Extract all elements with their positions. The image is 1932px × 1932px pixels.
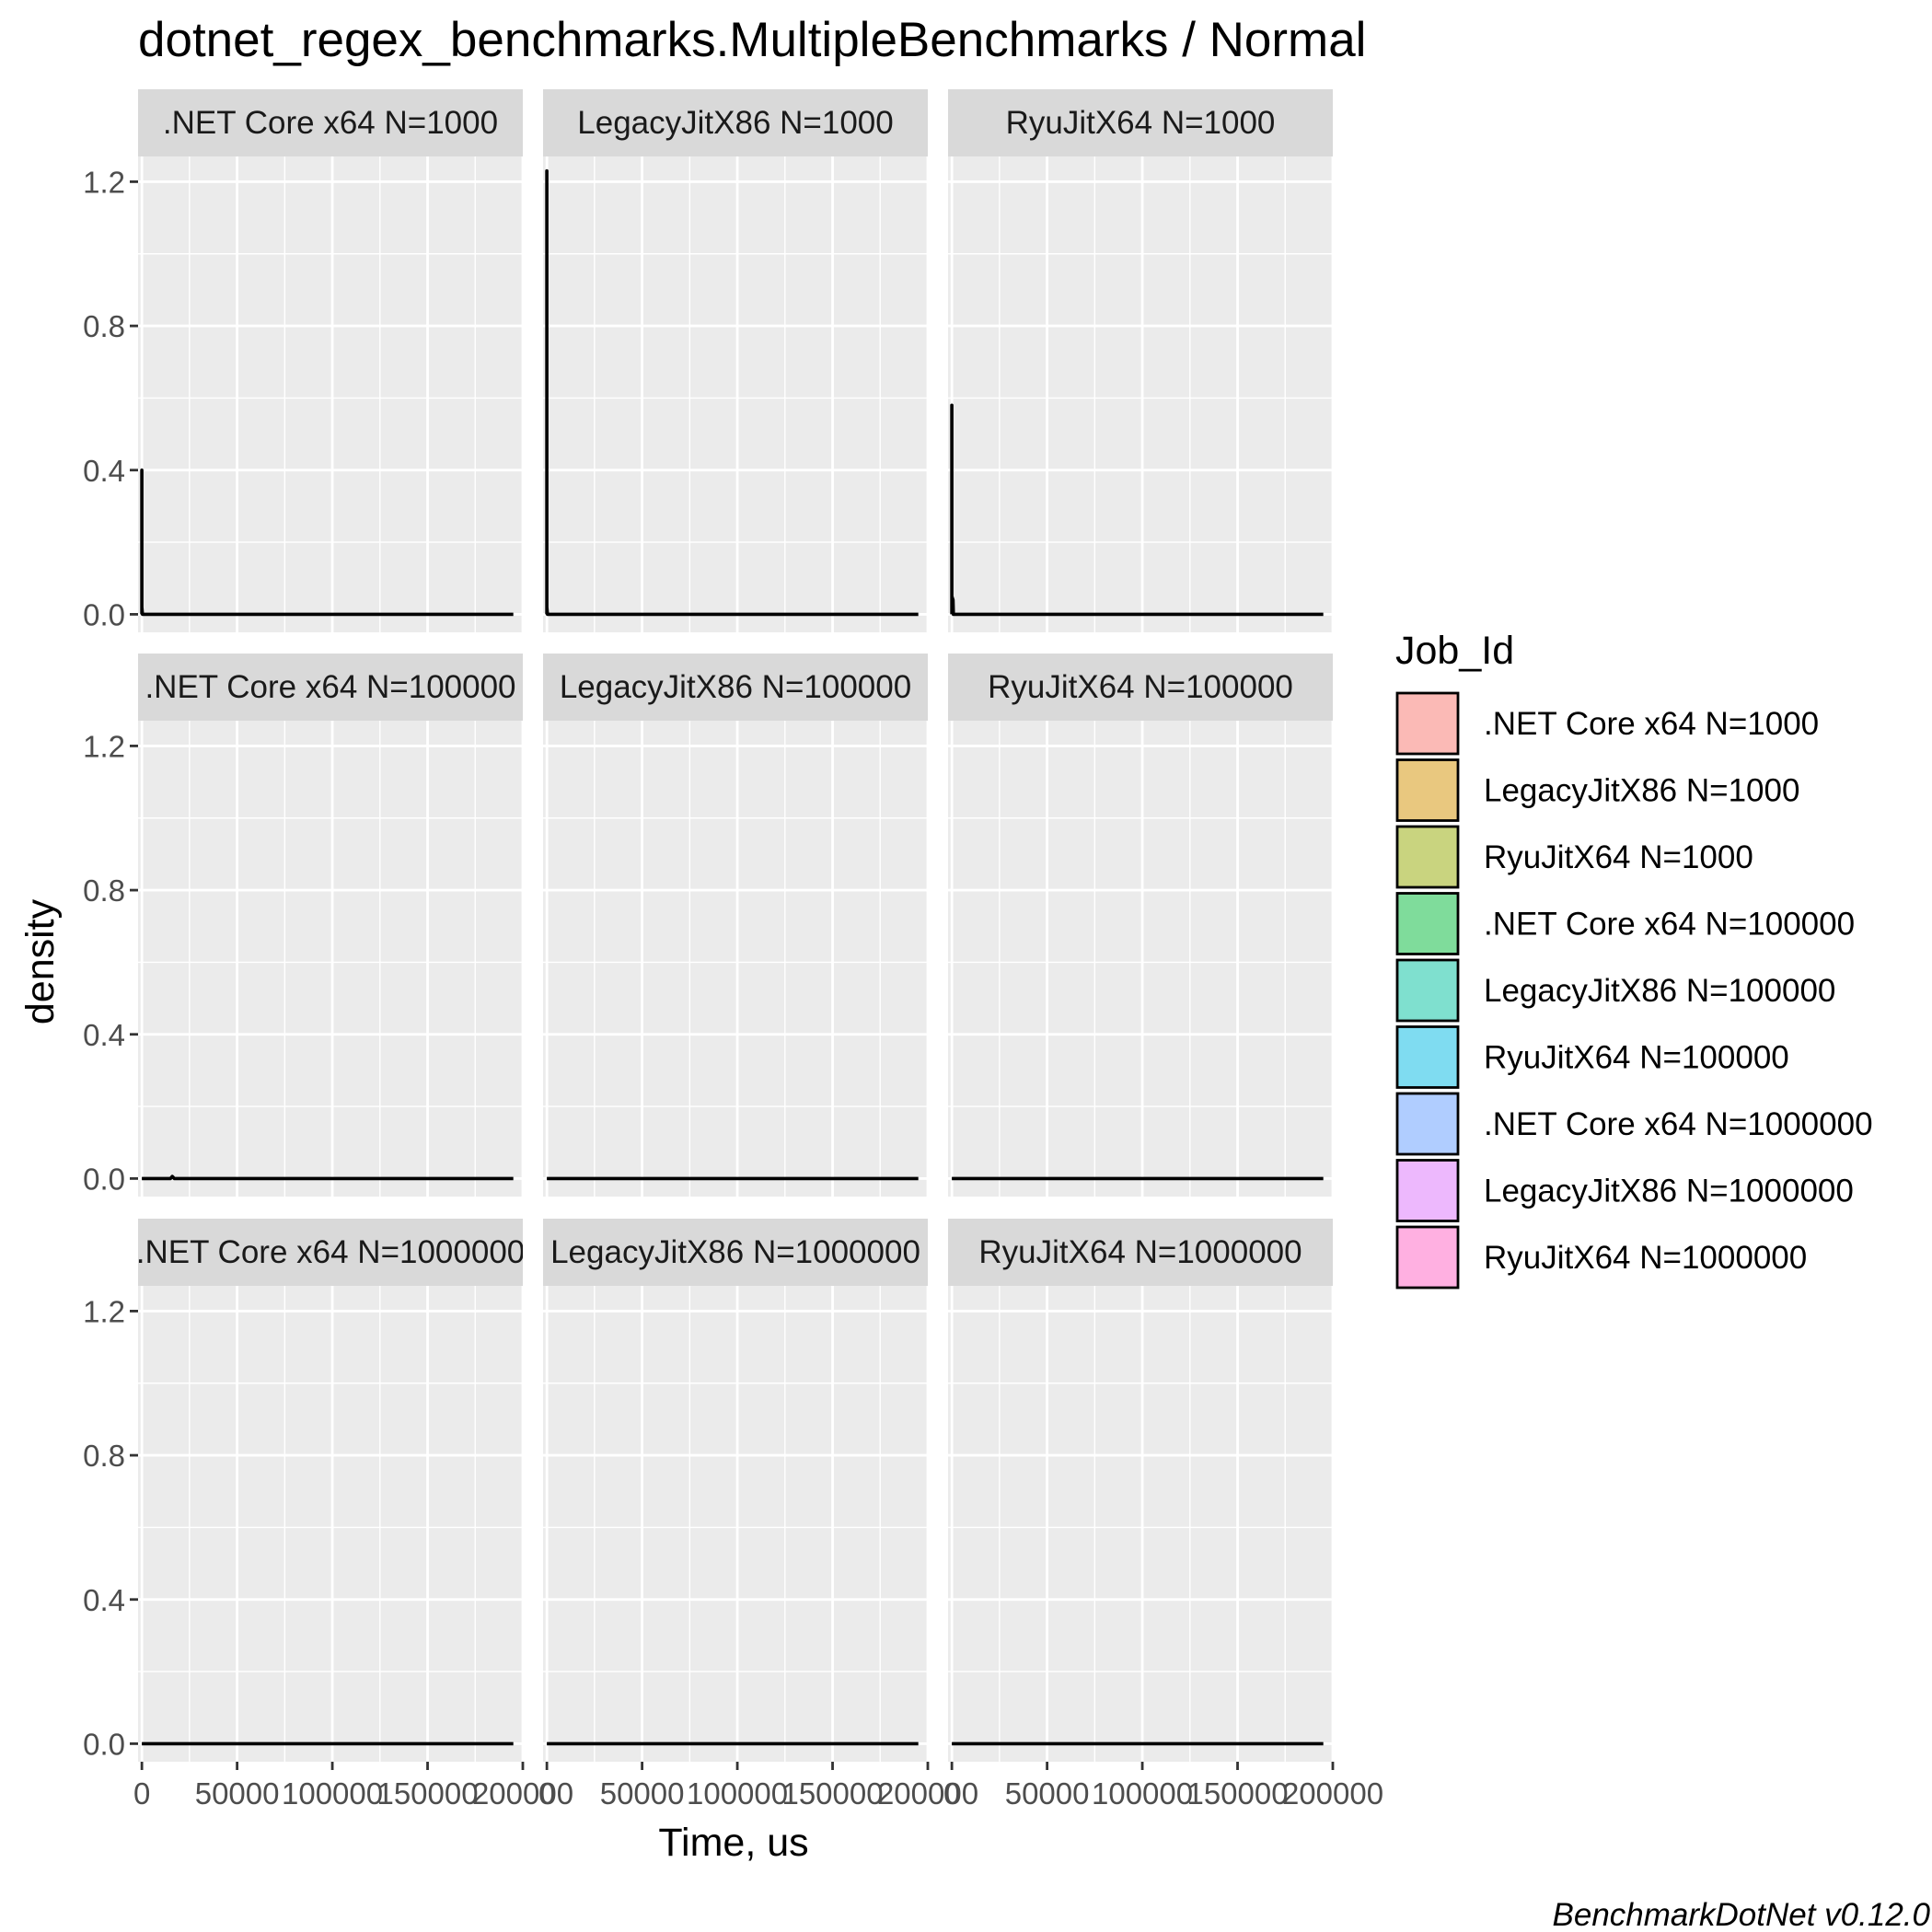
x-tick-label: 200000 bbox=[877, 1776, 978, 1811]
x-tick-label: 150000 bbox=[1186, 1776, 1288, 1811]
y-tick-label: 1.2 bbox=[83, 165, 125, 199]
facet-strip bbox=[543, 89, 928, 156]
x-tick-label: 150000 bbox=[376, 1776, 478, 1811]
y-tick-label: 0.8 bbox=[83, 309, 125, 343]
x-tick-label: 100000 bbox=[687, 1776, 788, 1811]
facet-strip-label: LegacyJitX86 N=100000 bbox=[560, 669, 911, 705]
panel-background bbox=[543, 721, 928, 1197]
facet-panel: LegacyJitX86 N=1000000 0 50000 100000150000… bbox=[538, 1219, 978, 1811]
x-tick-label: 200000 bbox=[1282, 1776, 1383, 1811]
legend-swatch bbox=[1395, 1092, 1460, 1156]
y-tick-label: 0.4 bbox=[83, 454, 125, 488]
facet-strip-label: .NET Core x64 N=100000 bbox=[145, 669, 515, 705]
y-tick-label: 0.8 bbox=[83, 873, 125, 908]
facet-strip-label: RyuJitX64 N=100000 bbox=[988, 669, 1293, 705]
facet-strip-label: RyuJitX64 N=1000 bbox=[1006, 105, 1276, 141]
facet-panel: RyuJitX64 N=1000000 0 50000 100000150000200… bbox=[943, 1219, 1383, 1811]
facet-panel: .NET Core x64 N=1000000 0.0 0.4 0.8 1.2 0 5000… bbox=[83, 1219, 573, 1811]
legend-swatch bbox=[1395, 1225, 1460, 1290]
y-tick-label: 0.0 bbox=[83, 1727, 125, 1761]
facet-panel: .NET Core x64 N=100000 0.0 0.4 0.8 1.2 bbox=[83, 654, 525, 1197]
facet-strip bbox=[138, 654, 523, 721]
legend-swatch bbox=[1395, 758, 1460, 822]
panel-background bbox=[948, 721, 1333, 1197]
x-tick-label: 50000 bbox=[1005, 1776, 1090, 1811]
facet-panel: RyuJitX64 N=100000 bbox=[948, 654, 1335, 1197]
legend-title: Job_Id bbox=[1395, 629, 1514, 673]
x-tick-label: 50000 bbox=[195, 1776, 280, 1811]
density-curve bbox=[545, 168, 919, 617]
legend-label: RyuJitX64 N=1000 bbox=[1484, 839, 1753, 875]
facet-strip bbox=[543, 1219, 928, 1286]
facet-panels: .NET Core x64 N=1000 0.0 0.4 0.8 1.2 LegacyJi… bbox=[83, 89, 1383, 1811]
x-axis-title: Time, us bbox=[658, 1821, 808, 1865]
density-curve bbox=[950, 403, 1324, 617]
density-curve bbox=[142, 1174, 514, 1181]
facet-panel: LegacyJitX86 N=100000 bbox=[543, 654, 930, 1197]
legend-swatch bbox=[1395, 1025, 1460, 1089]
legend: Job_Id .NET Core x64 N=1000 LegacyJitX86 … bbox=[1395, 629, 1873, 1290]
x-tick-label: 200000 bbox=[472, 1776, 573, 1811]
legend-swatch bbox=[1395, 1159, 1460, 1222]
legend-label: .NET Core x64 N=1000000 bbox=[1484, 1106, 1873, 1142]
y-tick-label: 0.4 bbox=[83, 1018, 125, 1052]
chart-title: dotnet_regex_benchmarks.MultipleBenchmar… bbox=[138, 13, 1366, 67]
facet-strip bbox=[138, 89, 523, 156]
panel-background bbox=[948, 156, 1333, 632]
legend-label: RyuJitX64 N=100000 bbox=[1484, 1040, 1789, 1076]
legend-label: .NET Core x64 N=1000 bbox=[1484, 706, 1819, 742]
panel-background bbox=[543, 156, 928, 632]
panel-background bbox=[948, 1286, 1333, 1762]
facet-strip-label: RyuJitX64 N=1000000 bbox=[978, 1234, 1301, 1270]
y-tick-label: 0.0 bbox=[83, 597, 125, 631]
y-tick-label: 0.0 bbox=[83, 1162, 125, 1196]
x-tick-label: 0 bbox=[133, 1776, 150, 1811]
legend-label: LegacyJitX86 N=1000 bbox=[1484, 773, 1799, 809]
legend-label: LegacyJitX86 N=1000000 bbox=[1484, 1174, 1854, 1209]
facet-strip bbox=[948, 654, 1333, 721]
facet-panel: LegacyJitX86 N=1000 bbox=[543, 89, 930, 632]
density-curve bbox=[140, 468, 514, 617]
x-tick-label: 100000 bbox=[1092, 1776, 1193, 1811]
facet-strip-label: .NET Core x64 N=1000000 bbox=[136, 1234, 526, 1270]
y-tick-label: 0.8 bbox=[83, 1439, 125, 1473]
x-tick-label: 150000 bbox=[781, 1776, 883, 1811]
facet-strip-label: LegacyJitX86 N=1000 bbox=[577, 105, 893, 141]
legend-swatch bbox=[1395, 691, 1460, 756]
x-tick-label: 0 bbox=[538, 1776, 555, 1811]
x-tick-label: 100000 bbox=[282, 1776, 383, 1811]
y-tick-label: 1.2 bbox=[83, 1294, 125, 1328]
x-tick-label: 50000 bbox=[600, 1776, 685, 1811]
legend-label: LegacyJitX86 N=100000 bbox=[1484, 973, 1835, 1009]
legend-swatch bbox=[1395, 958, 1460, 1023]
facet-panel: .NET Core x64 N=1000 0.0 0.4 0.8 1.2 bbox=[83, 89, 525, 632]
panel-background bbox=[138, 721, 523, 1197]
facet-panel: RyuJitX64 N=1000 bbox=[948, 89, 1335, 632]
legend-swatch bbox=[1395, 825, 1460, 889]
facet-strip bbox=[948, 1219, 1333, 1286]
y-tick-label: 1.2 bbox=[83, 729, 125, 763]
caption: BenchmarkDotNet v0.12.0 bbox=[1553, 1897, 1931, 1932]
legend-label: .NET Core x64 N=100000 bbox=[1484, 907, 1855, 943]
facet-strip bbox=[138, 1219, 523, 1286]
facet-strip-label: .NET Core x64 N=1000 bbox=[163, 105, 498, 141]
panel-background bbox=[543, 1286, 928, 1762]
legend-swatch bbox=[1395, 892, 1460, 955]
x-tick-label: 0 bbox=[943, 1776, 960, 1811]
y-tick-label: 0.4 bbox=[83, 1583, 125, 1617]
facet-strip-label: LegacyJitX86 N=1000000 bbox=[550, 1234, 920, 1270]
panel-background bbox=[138, 1286, 523, 1762]
panel-background bbox=[138, 156, 523, 632]
y-axis-title: density bbox=[18, 898, 63, 1024]
facet-strip bbox=[543, 654, 928, 721]
facet-strip bbox=[948, 89, 1333, 156]
legend-label: RyuJitX64 N=1000000 bbox=[1484, 1240, 1807, 1276]
